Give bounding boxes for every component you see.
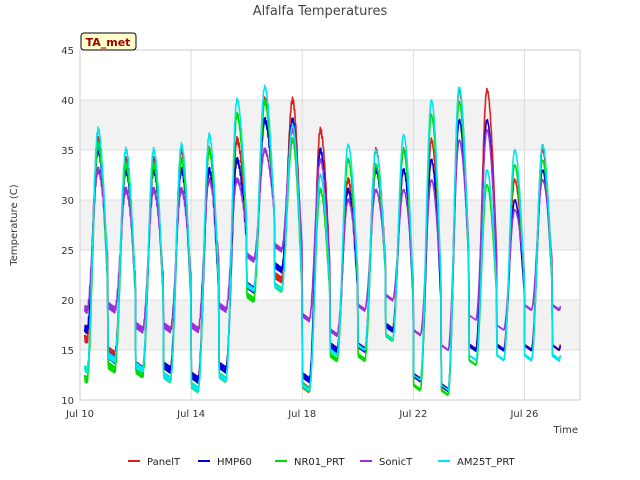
legend-label: AM25T_PRT bbox=[457, 457, 516, 468]
chart-title: Alfalfa Temperatures bbox=[253, 4, 388, 19]
annotation-badge: TA_met bbox=[80, 32, 137, 51]
y-tick-label: 25 bbox=[61, 246, 74, 257]
y-tick-label: 45 bbox=[61, 46, 74, 57]
axes: 10 15 20 25 30 35 40 45 Jul 10 Jul 14 Jul 18 Jul 22… bbox=[61, 46, 581, 420]
plot-band bbox=[80, 100, 580, 150]
x-tick-label: Jul 14 bbox=[176, 409, 205, 420]
x-tick-label: Jul 26 bbox=[509, 409, 538, 420]
legend-label: NR01_PRT bbox=[294, 457, 345, 468]
y-tick-label: 20 bbox=[61, 296, 74, 307]
annotation-label: TA_met bbox=[86, 36, 131, 49]
plot-band bbox=[80, 200, 580, 250]
series-lines bbox=[83, 84, 562, 397]
plot-border bbox=[79, 49, 581, 401]
y-tick-label: 40 bbox=[61, 96, 74, 107]
x-tick-label: Jul 18 bbox=[287, 409, 316, 420]
x-axis-label: Time bbox=[553, 425, 578, 436]
legend: PanelT HMP60 NR01_PRT SonicT AM25T_PRT bbox=[128, 457, 516, 468]
legend-label: SonicT bbox=[379, 457, 413, 468]
y-tick-label: 10 bbox=[61, 396, 74, 407]
x-tick-label: Jul 10 bbox=[65, 409, 94, 420]
y-tick-label: 15 bbox=[61, 346, 74, 357]
x-tick-label: Jul 22 bbox=[398, 409, 427, 420]
series-line-am25t_prt bbox=[83, 84, 562, 393]
legend-label: PanelT bbox=[147, 457, 181, 468]
y-axis-label: Temperature (C) bbox=[9, 184, 20, 266]
y-tick-label: 30 bbox=[61, 196, 74, 207]
legend-label: HMP60 bbox=[217, 457, 252, 468]
y-tick-label: 35 bbox=[61, 146, 74, 157]
